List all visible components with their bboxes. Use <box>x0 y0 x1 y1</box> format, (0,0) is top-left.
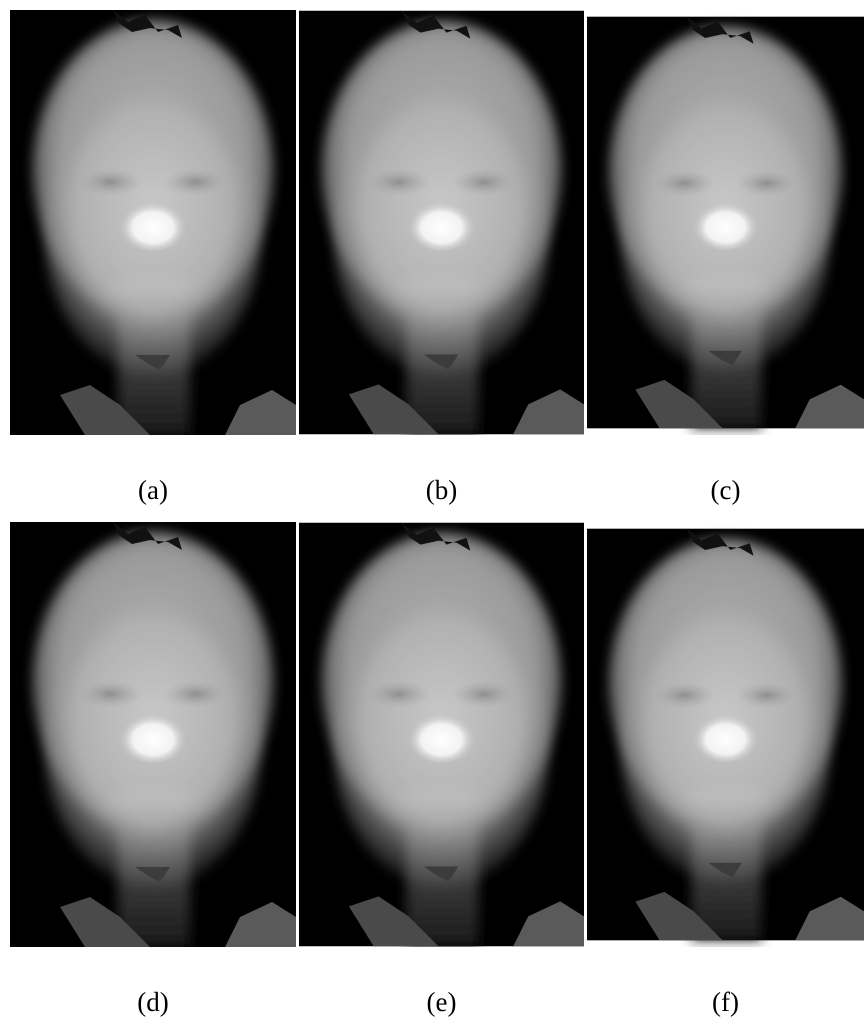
panel-caption: (d) <box>137 987 168 1017</box>
panel-caption: (b) <box>426 475 457 505</box>
figure: (a) (b) (c) (d) (e) (f) <box>0 0 864 1023</box>
depth-image <box>587 17 864 429</box>
panel-caption: (f) <box>712 987 739 1017</box>
panel-caption: (e) <box>427 987 457 1017</box>
depth-image <box>10 10 296 435</box>
depth-image <box>299 523 584 947</box>
panels: (a) (b) (c) (d) (e) (f) <box>10 10 864 1017</box>
panel-caption: (c) <box>711 475 741 505</box>
depth-image <box>299 11 584 435</box>
depth-image <box>10 522 296 947</box>
depth-image <box>587 529 864 941</box>
panel-caption: (a) <box>138 475 168 505</box>
